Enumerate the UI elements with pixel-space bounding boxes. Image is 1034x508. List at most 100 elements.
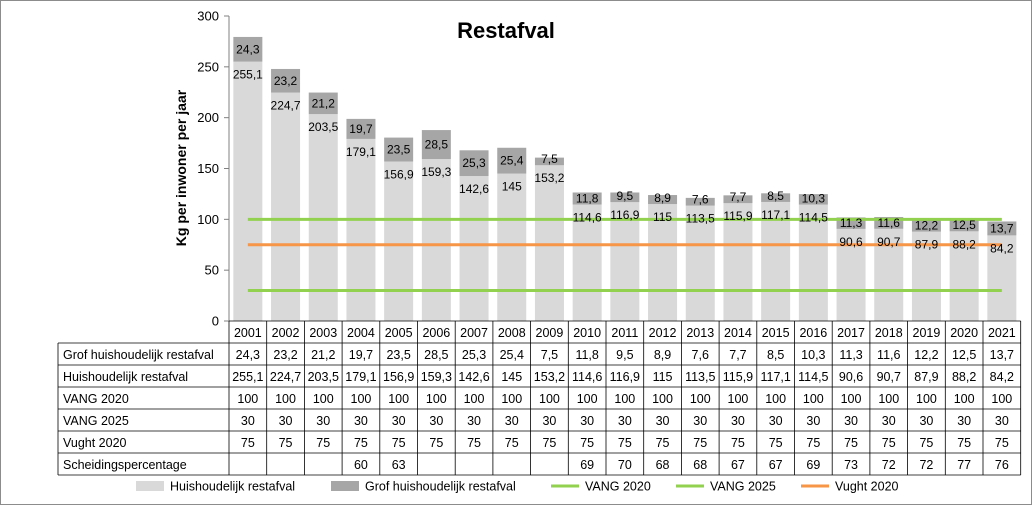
table-cell: 25,3 bbox=[462, 348, 486, 362]
data-label-grof: 9,5 bbox=[617, 189, 634, 203]
bar-huishoudelijk bbox=[572, 204, 602, 321]
data-label-huishoudelijk: 255,1 bbox=[233, 68, 263, 82]
bar-grof bbox=[685, 197, 715, 206]
bar-huishoudelijk bbox=[421, 159, 451, 321]
bar-grof bbox=[421, 130, 451, 160]
x-tick-label: 2019 bbox=[913, 326, 941, 340]
table-row-label: Vught 2020 bbox=[63, 436, 127, 450]
bar-grof bbox=[648, 195, 678, 205]
table-cell: 75 bbox=[656, 436, 670, 450]
bar-grof bbox=[610, 192, 640, 203]
table-cell: 72 bbox=[919, 458, 933, 472]
y-tick-label: 250 bbox=[197, 59, 219, 74]
bar-huishoudelijk bbox=[723, 203, 753, 321]
table-cell: 255,1 bbox=[232, 370, 263, 384]
bar-grof bbox=[949, 218, 979, 232]
table-cell: 142,6 bbox=[458, 370, 489, 384]
bar-huishoudelijk bbox=[610, 202, 640, 321]
legend-label-vang2025: VANG 2025 bbox=[710, 480, 776, 494]
data-label-grof: 12,5 bbox=[952, 218, 976, 232]
legend-label-huishoudelijk: Huishoudelijk restafval bbox=[170, 480, 295, 494]
table-cell: 7,7 bbox=[729, 348, 746, 362]
table-cell: 68 bbox=[656, 458, 670, 472]
bar-huishoudelijk bbox=[308, 114, 338, 321]
table-cell: 30 bbox=[354, 414, 368, 428]
bar-huishoudelijk bbox=[346, 138, 376, 321]
table-cell: 10,3 bbox=[801, 348, 825, 362]
data-label-huishoudelijk: 115,9 bbox=[723, 209, 752, 223]
table-cell: 30 bbox=[279, 414, 293, 428]
y-axis-label: Kg per inwoner per jaar bbox=[173, 89, 189, 246]
data-label-grof: 23,2 bbox=[274, 74, 298, 88]
table-cell: 67 bbox=[769, 458, 783, 472]
x-tick-label: 2016 bbox=[799, 326, 827, 340]
x-tick-label: 2010 bbox=[573, 326, 601, 340]
table-cell: 100 bbox=[313, 392, 334, 406]
table-cell: 30 bbox=[241, 414, 255, 428]
bar-huishoudelijk bbox=[233, 61, 263, 321]
legend-label-vang2020: VANG 2020 bbox=[585, 480, 651, 494]
x-tick-label: 2007 bbox=[460, 326, 488, 340]
table-cell: 28,5 bbox=[424, 348, 448, 362]
bar-huishoudelijk bbox=[534, 165, 564, 321]
data-label-huishoudelijk: 84,2 bbox=[990, 241, 1014, 255]
table-cell: 30 bbox=[995, 414, 1009, 428]
data-label-huishoudelijk: 88,2 bbox=[952, 237, 976, 251]
x-tick-label: 2005 bbox=[385, 326, 413, 340]
table-cell: 100 bbox=[690, 392, 711, 406]
table-cell: 115,9 bbox=[723, 370, 753, 384]
data-label-huishoudelijk: 145 bbox=[502, 180, 522, 194]
table-cell: 11,3 bbox=[839, 348, 862, 362]
bar-grof bbox=[987, 221, 1017, 236]
bar-huishoudelijk bbox=[384, 161, 414, 321]
bar-grof bbox=[761, 193, 791, 202]
data-table: 2001 2002 2003 2004 2005 2006 2007 2008 2009 2010… bbox=[57, 320, 1022, 476]
x-tick-label: 2017 bbox=[837, 326, 865, 340]
data-label-huishoudelijk: 203,5 bbox=[308, 120, 338, 134]
legend-swatch-grof bbox=[331, 481, 359, 491]
table-cell: 30 bbox=[769, 414, 783, 428]
y-tick-label: 200 bbox=[197, 110, 219, 125]
table-cell: 100 bbox=[803, 392, 824, 406]
table-cell: 73 bbox=[844, 458, 858, 472]
y-tick-label: 100 bbox=[197, 212, 219, 227]
bar-huishoudelijk bbox=[798, 204, 828, 321]
table-cell: 100 bbox=[388, 392, 409, 406]
table-cell: 179,1 bbox=[345, 370, 376, 384]
table-cell: 30 bbox=[656, 414, 670, 428]
target-lines bbox=[247, 217, 1002, 292]
data-label-grof: 24,3 bbox=[236, 42, 260, 56]
bar-grof bbox=[723, 195, 753, 204]
bar-grof bbox=[874, 216, 904, 229]
table-cell: 30 bbox=[467, 414, 481, 428]
data-label-grof: 25,4 bbox=[500, 154, 524, 168]
data-label-huishoudelijk: 224,7 bbox=[271, 99, 301, 113]
table-cell: 84,2 bbox=[990, 370, 1014, 384]
data-label-huishoudelijk: 156,9 bbox=[384, 167, 414, 181]
table-cell: 100 bbox=[878, 392, 899, 406]
table-cell: 30 bbox=[618, 414, 632, 428]
table-cell: 114,5 bbox=[798, 370, 828, 384]
table-cell: 69 bbox=[806, 458, 820, 472]
table-cell: 75 bbox=[618, 436, 632, 450]
data-label-grof: 19,7 bbox=[349, 122, 373, 136]
x-tick-label: 2014 bbox=[724, 326, 752, 340]
bar-huishoudelijk bbox=[271, 92, 301, 322]
table-cell: 70 bbox=[618, 458, 632, 472]
table-cell: 8,9 bbox=[654, 348, 671, 362]
bar-grof bbox=[534, 157, 564, 166]
table-cell: 100 bbox=[577, 392, 598, 406]
table-cell: 100 bbox=[426, 392, 447, 406]
bar-grof bbox=[233, 36, 263, 62]
bar-grof bbox=[459, 150, 489, 177]
table-cell: 30 bbox=[580, 414, 594, 428]
bar-huishoudelijk bbox=[911, 231, 941, 321]
data-label-grof: 11,8 bbox=[576, 191, 599, 205]
data-label-grof: 7,7 bbox=[730, 190, 747, 204]
table-cell: 75 bbox=[392, 436, 406, 450]
bar-grof bbox=[572, 192, 602, 205]
data-labels: 24,3 255,1 23,2 224,7 21,2 203,5 19,7 179,1 23,5… bbox=[233, 42, 1014, 255]
y-tick-label: 300 bbox=[197, 9, 219, 24]
bar-grof bbox=[798, 194, 828, 205]
data-label-huishoudelijk: 90,7 bbox=[877, 235, 901, 249]
